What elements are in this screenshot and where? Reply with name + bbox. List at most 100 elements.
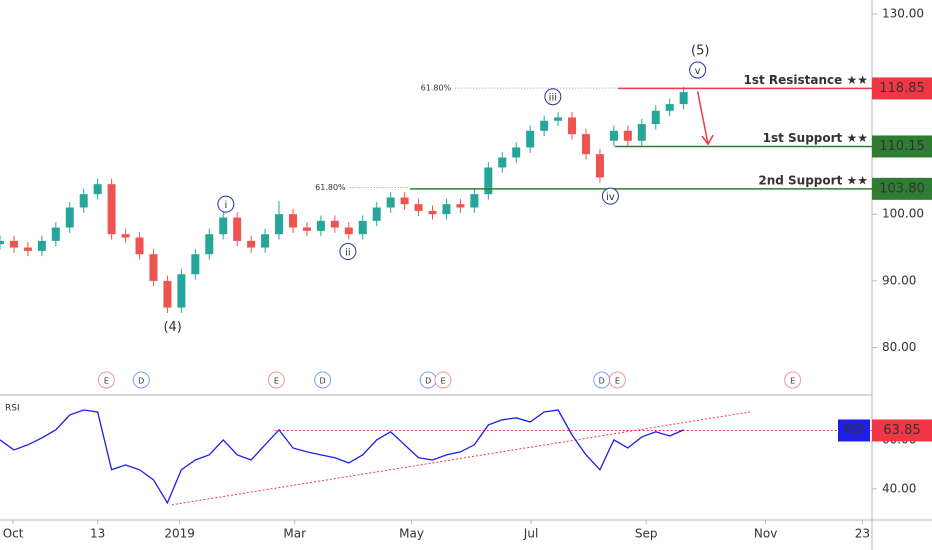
legend-box	[838, 419, 870, 442]
candle-body	[665, 104, 674, 111]
last-value: 63.85	[883, 423, 920, 438]
candle-body	[261, 234, 270, 248]
candle-body	[288, 214, 297, 228]
event-label: E	[274, 377, 279, 386]
event-marker	[784, 371, 802, 389]
event-label: D	[320, 377, 326, 386]
event-marker	[132, 371, 150, 389]
candle-body	[651, 110, 660, 125]
candle-body	[0, 240, 4, 245]
candle-body	[107, 184, 116, 235]
candle-body	[623, 130, 632, 141]
last-value-box	[872, 419, 932, 442]
candle-body	[163, 280, 172, 308]
candle-body	[540, 120, 549, 131]
wave-label: iii	[549, 93, 557, 104]
candle-body	[177, 274, 186, 308]
event-marker	[608, 371, 626, 389]
candle-body	[414, 204, 423, 211]
event-marker	[97, 371, 115, 389]
y-tick-label: 100.00	[882, 207, 924, 221]
candle-body	[93, 184, 102, 195]
event-marker	[267, 371, 285, 389]
y-tick-label: 130.00	[882, 7, 924, 21]
candle-body	[372, 207, 381, 221]
wave-label: (4)	[163, 320, 181, 335]
candle-body	[219, 217, 228, 235]
candle-body	[568, 117, 577, 135]
y-tick-label: 90.00	[882, 273, 916, 287]
arrow	[696, 91, 709, 145]
wave-label: v	[695, 66, 701, 77]
candle-body	[205, 234, 214, 255]
candle-body	[23, 247, 32, 251]
candle-body	[386, 197, 395, 208]
candle-body	[121, 234, 130, 238]
candle-body	[470, 194, 479, 208]
wave-label: (5)	[691, 44, 709, 59]
event-marker	[314, 371, 332, 389]
level-value-box	[872, 135, 932, 158]
fib-label: 61.80%	[315, 183, 346, 192]
candle-body	[581, 134, 590, 155]
candle-body	[344, 227, 353, 235]
event-label: D	[599, 377, 605, 386]
candle-body	[442, 204, 451, 215]
level-value: 118.85	[879, 81, 925, 96]
x-tick-label: Nov	[754, 527, 777, 541]
level-name: 1st Resistance ★★	[743, 73, 868, 87]
candle-body	[135, 237, 144, 255]
candle-body	[637, 124, 646, 141]
candle-body	[233, 217, 242, 241]
level-name: 1st Support ★★	[763, 131, 868, 145]
level-value-box	[872, 177, 932, 200]
level-name: 2nd Support ★★	[758, 173, 868, 187]
level-value-box	[872, 77, 932, 100]
candle-body	[37, 240, 46, 251]
trendline	[171, 411, 750, 506]
x-tick-label: Sep	[635, 527, 658, 541]
fib-label: 61.80%	[421, 84, 452, 93]
candle-body	[358, 220, 367, 235]
wave-label: iv	[606, 192, 615, 203]
candle-body	[191, 254, 200, 275]
event-label: D	[138, 377, 144, 386]
candle-body	[275, 214, 284, 235]
event-label: E	[790, 377, 795, 386]
candle-body	[512, 147, 521, 158]
level-value: 110.15	[879, 139, 925, 154]
x-tick-label: 23	[855, 527, 870, 541]
candle-body	[51, 227, 60, 241]
level-value: 103.80	[879, 181, 925, 196]
wave-circle	[601, 187, 619, 205]
candle-body	[316, 220, 325, 231]
wave-circle	[339, 243, 357, 261]
candle-body	[498, 157, 507, 168]
event-label: E	[440, 377, 445, 386]
candle-body	[456, 204, 465, 208]
x-tick-label: 2019	[164, 527, 195, 541]
candle-body	[484, 167, 493, 195]
legend-label: RSI	[843, 423, 864, 438]
x-tick-label: Jul	[523, 527, 538, 541]
event-label: D	[425, 377, 431, 386]
rsi-line	[0, 409, 684, 505]
candle-body	[79, 194, 88, 208]
x-tick-label: 13	[90, 527, 105, 541]
candle-body	[65, 207, 74, 228]
candle-body	[400, 197, 409, 205]
x-tick-label: Mar	[283, 527, 306, 541]
candle-body	[554, 117, 563, 121]
event-marker	[434, 371, 452, 389]
x-tick-label: May	[399, 527, 424, 541]
candle-body	[609, 130, 618, 141]
wave-circle	[689, 61, 707, 79]
candle-body	[526, 130, 535, 148]
wave-circle	[544, 88, 562, 106]
wave-label: i	[224, 200, 227, 211]
candle-body	[595, 154, 604, 178]
arrow-head	[701, 134, 714, 146]
y-tick-label: 40.00	[882, 481, 916, 495]
candle-body	[247, 240, 256, 248]
